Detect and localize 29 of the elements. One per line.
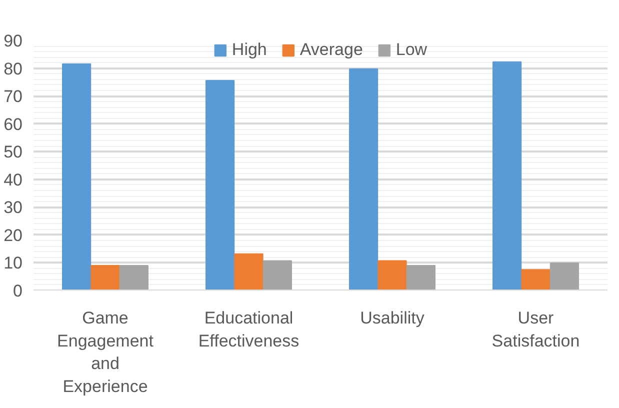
y-tick-label: 60 [4,114,23,134]
bar [378,260,407,290]
y-tick-label: 0 [13,282,23,300]
bar [234,253,264,290]
bar [348,68,378,290]
y-tick-label: 70 [4,87,23,106]
bar [90,265,120,290]
bar [521,269,550,290]
x-tick-label: Game Engagement and Experience [57,308,154,396]
bar [550,262,580,290]
bar [262,260,292,290]
y-tick-label: 90 [4,32,23,50]
y-tick-label: 80 [4,59,23,78]
y-tick-label: 20 [4,226,23,245]
legend-label: Average [300,40,363,60]
legend-label: High [232,40,267,60]
y-tick-label: 10 [4,254,23,273]
x-tick-label: Usability [360,308,425,328]
bar [492,61,522,290]
bar [62,63,92,290]
x-tick-label: User Satisfaction [492,308,580,350]
bar [119,265,149,290]
y-tick-label: 40 [4,170,23,190]
bar [406,265,436,290]
y-tick-label: 50 [4,142,23,162]
bar [205,80,235,290]
x-tick-label: Educational Effectiveness [198,308,300,350]
y-tick-label: 30 [4,198,23,218]
legend-label: Low [396,40,428,60]
